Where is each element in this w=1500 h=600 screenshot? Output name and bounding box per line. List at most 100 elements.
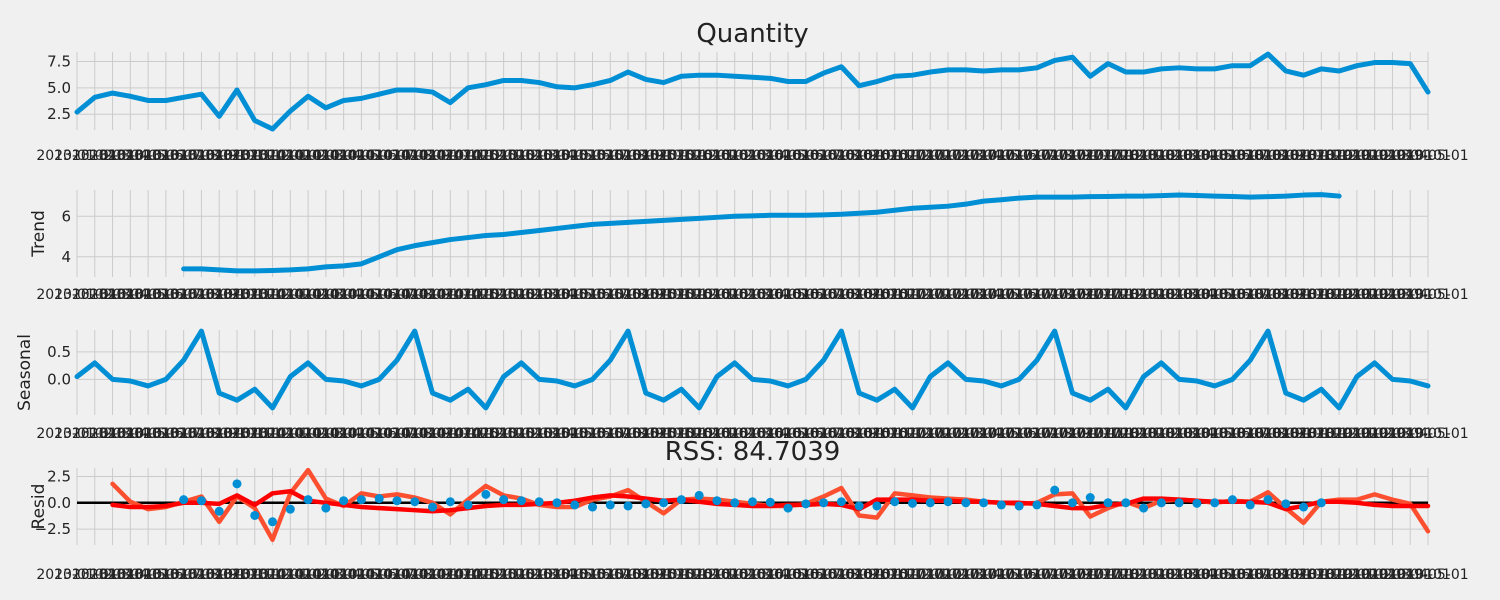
resid-point xyxy=(392,496,402,506)
x-tick-label: 2014-01-01 xyxy=(250,148,331,164)
panel-2: 46Trend2013-01-012013-02-012013-03-01201… xyxy=(29,190,1469,303)
x-tick-label: 2016-12-01 xyxy=(872,567,953,583)
x-tick-label: 2013-01-01 xyxy=(36,287,117,303)
x-tick-label: 2015-08-01 xyxy=(587,148,668,164)
x-tick-label: 2018-12-01 xyxy=(1298,567,1379,583)
resid-point xyxy=(1299,502,1309,512)
x-tick-label: 2017-07-01 xyxy=(996,426,1077,442)
x-tick-label: 2019-04-01 xyxy=(1370,426,1451,442)
x-tick-label: 2016-05-01 xyxy=(747,148,828,164)
x-tick-label: 2017-08-01 xyxy=(1014,287,1095,303)
x-tick-label: 2016-10-01 xyxy=(836,426,917,442)
x-tick-label: 2017-09-01 xyxy=(1032,148,1113,164)
resid-point xyxy=(1032,500,1042,510)
resid-point xyxy=(961,498,971,508)
x-tick-label: 2013-08-01 xyxy=(161,287,242,303)
x-tick-label: 2017-01-01 xyxy=(890,148,971,164)
resid-point xyxy=(179,495,189,505)
x-tick-label: 2018-02-01 xyxy=(1121,567,1202,583)
x-tick-label: 2017-11-01 xyxy=(1067,287,1148,303)
x-tick-label: 2016-11-01 xyxy=(854,287,935,303)
x-tick-label: 2013-06-01 xyxy=(125,567,206,583)
x-tick-label: 2016-09-01 xyxy=(818,287,899,303)
x-tick-label: 2013-10-01 xyxy=(196,426,277,442)
x-tick-label: 2018-03-01 xyxy=(1138,148,1219,164)
x-tick-label: 2014-11-01 xyxy=(427,148,508,164)
x-tick-label: 2015-11-01 xyxy=(641,287,722,303)
x-tick-label: 2015-11-01 xyxy=(641,148,722,164)
x-tick-label: 2015-04-01 xyxy=(516,426,597,442)
x-tick-label: 2015-03-01 xyxy=(498,567,579,583)
resid-point xyxy=(943,497,953,507)
x-tick-label: 2013-03-01 xyxy=(72,567,153,583)
x-tick-label: 2015-10-01 xyxy=(623,426,704,442)
x-tick-label: 2013-06-01 xyxy=(125,148,206,164)
x-tick-label: 2014-10-01 xyxy=(410,148,491,164)
x-tick-label: 2015-03-01 xyxy=(498,426,579,442)
x-tick-label: 2018-07-01 xyxy=(1210,148,1291,164)
resid-point xyxy=(339,496,349,506)
x-tick-label: 2014-12-01 xyxy=(445,287,526,303)
x-tick-label: 2017-12-01 xyxy=(1085,567,1166,583)
x-tick-label: 2014-06-01 xyxy=(339,426,420,442)
y-tick-label: 2.5 xyxy=(47,467,71,485)
x-tick-label: 2015-05-01 xyxy=(534,426,615,442)
x-tick-label: 2019-05-01 xyxy=(1387,567,1468,583)
y-tick-label: 0.5 xyxy=(47,343,71,361)
x-tick-label: 2018-03-01 xyxy=(1138,567,1219,583)
x-tick-label: 2015-09-01 xyxy=(605,287,686,303)
x-tick-label: 2017-12-01 xyxy=(1085,148,1166,164)
y-tick-label: 2.5 xyxy=(47,105,71,123)
x-tick-label: 2017-06-01 xyxy=(978,148,1059,164)
x-tick-label: 2016-06-01 xyxy=(765,426,846,442)
x-tick-label: 2017-03-01 xyxy=(925,567,1006,583)
x-tick-label: 2016-05-01 xyxy=(747,567,828,583)
x-tick-label: 2018-01-01 xyxy=(1103,567,1184,583)
x-tick-label: 2018-12-01 xyxy=(1298,287,1379,303)
resid-point xyxy=(996,500,1006,510)
x-tick-label: 2014-03-01 xyxy=(285,567,366,583)
x-tick-label: 2013-11-01 xyxy=(214,287,295,303)
resid-point xyxy=(1156,498,1166,508)
resid-point xyxy=(890,497,900,507)
x-tick-label: 2018-11-01 xyxy=(1281,426,1362,442)
x-tick-label: 2016-01-01 xyxy=(676,567,757,583)
x-tick-label: 2016-04-01 xyxy=(730,148,811,164)
x-tick-label: 2017-09-01 xyxy=(1032,567,1113,583)
x-tick-label: 2018-01-01 xyxy=(1103,426,1184,442)
x-tick-label: 2013-01-01 xyxy=(36,426,117,442)
x-tick-label: 2013-01-01 xyxy=(36,148,117,164)
x-tick-label: 2014-11-01 xyxy=(427,567,508,583)
x-tick-label: 2017-08-01 xyxy=(1014,567,1095,583)
x-tick-label: 2017-07-01 xyxy=(996,567,1077,583)
x-tick-label: 2014-03-01 xyxy=(285,148,366,164)
x-tick-label: 2013-03-01 xyxy=(72,426,153,442)
x-tick-label: 2018-07-01 xyxy=(1210,567,1291,583)
x-tick-label: 2014-02-01 xyxy=(267,567,348,583)
x-tick-label: 2014-04-01 xyxy=(303,287,384,303)
x-tick-label: 2014-06-01 xyxy=(339,287,420,303)
x-tick-label: 2016-04-01 xyxy=(730,426,811,442)
x-tick-label: 2013-10-01 xyxy=(196,287,277,303)
x-tick-label: 2013-01-01 xyxy=(36,567,117,583)
x-tick-label: 2014-02-01 xyxy=(267,426,348,442)
resid-point xyxy=(659,498,669,508)
x-tick-label: 2016-03-01 xyxy=(712,426,793,442)
x-tick-label: 2017-05-01 xyxy=(961,426,1042,442)
x-tick-label: 2013-03-01 xyxy=(72,287,153,303)
x-tick-label: 2015-02-01 xyxy=(481,567,562,583)
resid-point xyxy=(1014,501,1024,511)
x-tick-label: 2013-02-01 xyxy=(54,287,135,303)
x-tick-label: 2016-02-01 xyxy=(694,567,775,583)
x-tick-label: 2014-08-01 xyxy=(374,567,455,583)
x-tick-label: 2013-09-01 xyxy=(179,287,260,303)
x-tick-label: 2013-02-01 xyxy=(54,148,135,164)
x-tick-label: 2017-08-01 xyxy=(1014,426,1095,442)
x-tick-label: 2015-09-01 xyxy=(605,567,686,583)
x-tick-label: 2016-03-01 xyxy=(712,567,793,583)
x-tick-label: 2018-11-01 xyxy=(1281,567,1362,583)
resid-point xyxy=(1263,495,1273,505)
resid-point xyxy=(214,506,224,516)
series-line xyxy=(74,51,1431,132)
x-tick-label: 2013-08-01 xyxy=(161,426,242,442)
